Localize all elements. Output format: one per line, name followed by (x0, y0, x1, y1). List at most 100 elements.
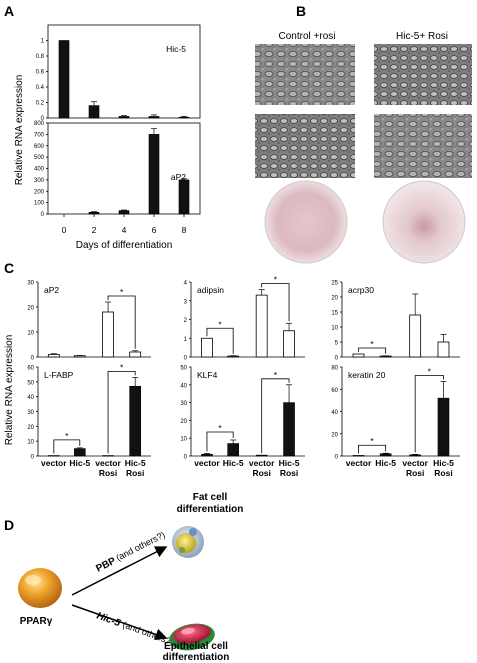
significance-star: * (65, 431, 69, 441)
expr-bar (102, 311, 114, 358)
hic5-ytick-label: 0.4 (36, 85, 45, 91)
expr-xlabel-line1: vector (346, 458, 372, 468)
panel-a-xtick-label: 4 (122, 225, 127, 235)
ap2-time-bar (88, 211, 100, 215)
expr-ytick-label: 10 (331, 326, 338, 332)
epithelial-label-line1: Epithelial cell (164, 641, 228, 652)
expr-xlabel-line1: vector (402, 458, 428, 468)
expr-xlabel-line2: Rosi (280, 468, 298, 478)
significance-star: * (218, 423, 222, 433)
hic5-ytick-label: 0 (41, 116, 45, 122)
significance-bracket (358, 347, 387, 354)
expr-bar (409, 454, 421, 457)
expr-ytick-label: 2 (184, 318, 188, 324)
expr-xlabel-line2: Rosi (406, 468, 424, 478)
significance-star: * (428, 366, 432, 376)
ap2-time-bar (178, 179, 190, 215)
significance-star: * (274, 370, 278, 380)
expr-xlabel-line2: Rosi (99, 468, 117, 478)
hic5-label: Hic-5 (95, 610, 122, 629)
expr-xlabel-line1: Hic-5 (69, 458, 90, 468)
expr-ytick-label: 30 (180, 401, 187, 407)
significance-bracket (414, 375, 444, 453)
expr-chart-title: adipsin (197, 285, 224, 295)
panel-label-d: D (4, 517, 14, 533)
significance-bracket (261, 283, 290, 322)
expr-chart-title: KLF4 (197, 370, 218, 380)
expr-ytick-label: 20 (27, 425, 34, 431)
ap2-time-ytick-label: 700 (34, 132, 45, 138)
ap2-time-bar (148, 134, 160, 215)
hic5-bar (178, 116, 190, 119)
expr-ytick-label: 40 (331, 410, 338, 416)
expr-ytick-label: 3 (184, 299, 188, 305)
expr-bar (47, 354, 60, 358)
pbp-note: (and others?) (114, 530, 166, 563)
expr-chart-title: acrp30 (348, 285, 374, 295)
expr-bar (73, 355, 86, 358)
significance-bracket (206, 431, 234, 452)
panel-a-xtick-label: 6 (152, 225, 157, 235)
expr-ytick-label: 10 (27, 440, 34, 446)
expr-xlabel-line1: vector (194, 458, 220, 468)
hic5-series-label: Hic-5 (166, 44, 186, 54)
significance-star: * (218, 319, 222, 329)
panel-label-a: A (4, 3, 14, 19)
expr-ytick-label: 1 (184, 337, 188, 343)
expr-bar (437, 397, 450, 457)
hic5-bar (88, 105, 100, 119)
expr-xlabel-line1: Hic-5 (125, 458, 146, 468)
expr-bar (352, 455, 365, 457)
panel-d: PPARγ PBP (and others?) Hic-5 (and other… (18, 492, 243, 663)
oil-red-dish-control (264, 180, 348, 264)
expr-ytick-label: 20 (331, 432, 338, 438)
expr-chart-adipsin: 0 1 2 3 4 adipsin * * (184, 275, 305, 362)
significance-star: * (274, 275, 278, 285)
panel-c-ylabel: Relative RNA expression (4, 335, 15, 446)
expr-chart-title: keratin 20 (348, 370, 386, 380)
panel-b-col1-label: Control +rosi (279, 31, 336, 42)
epithelial-cell-icon (169, 623, 215, 651)
epithelial-label-line2: differentiation (163, 652, 230, 663)
ppar-label: PPARγ (20, 616, 53, 627)
ap2-time-series-label: aP2 (171, 172, 186, 182)
panel-label-c: C (4, 260, 14, 276)
expr-bar (227, 443, 239, 457)
expr-ytick-label: 0 (335, 356, 339, 362)
expr-bar (48, 455, 60, 457)
ap2-time-ytick-label: 500 (34, 155, 45, 161)
panel-b: Control +rosi Hic-5+ Rosi (255, 31, 472, 264)
hic5-bar (118, 116, 130, 119)
oil-red-dish-hic5 (382, 180, 466, 264)
panel-c: Relative RNA expression 0 10 20 30 aP2 * 0 1 2 3 4… (4, 275, 460, 478)
micrograph-hic5-bottom (374, 114, 472, 178)
expr-bar (255, 454, 268, 457)
hic5-ytick-label: 0.8 (36, 54, 45, 60)
hic5-ytick-label: 0.2 (36, 101, 45, 107)
ap2-time-ytick-label: 100 (34, 201, 45, 207)
hic5-ytick-label: 0.6 (36, 70, 45, 76)
expr-xlabel-line2: Rosi (434, 468, 452, 478)
ap2-time-chart-frame (47, 122, 201, 215)
significance-star: * (120, 287, 124, 297)
panel-a-xtick-label: 2 (92, 225, 97, 235)
fat-cell-label-line2: differentiation (177, 504, 244, 515)
hic5-arrow (71, 604, 168, 641)
expr-bar (409, 314, 422, 358)
fat-cell-icon (172, 526, 204, 558)
expr-bar (283, 402, 295, 457)
expr-xlabel-line1: vector (249, 458, 275, 468)
ap2-time-ytick-label: 800 (34, 121, 45, 127)
expr-xlabel-line2: Rosi (252, 468, 270, 478)
expr-ytick-label: 40 (27, 395, 34, 401)
expr-bar (201, 337, 213, 358)
expr-bar (227, 355, 240, 358)
significance-bracket (107, 370, 136, 454)
hic5-chart-frame (47, 24, 201, 119)
expr-ytick-label: 5 (335, 341, 339, 347)
significance-bracket (358, 444, 387, 454)
expr-bar (437, 341, 450, 358)
significance-bracket (53, 439, 81, 454)
